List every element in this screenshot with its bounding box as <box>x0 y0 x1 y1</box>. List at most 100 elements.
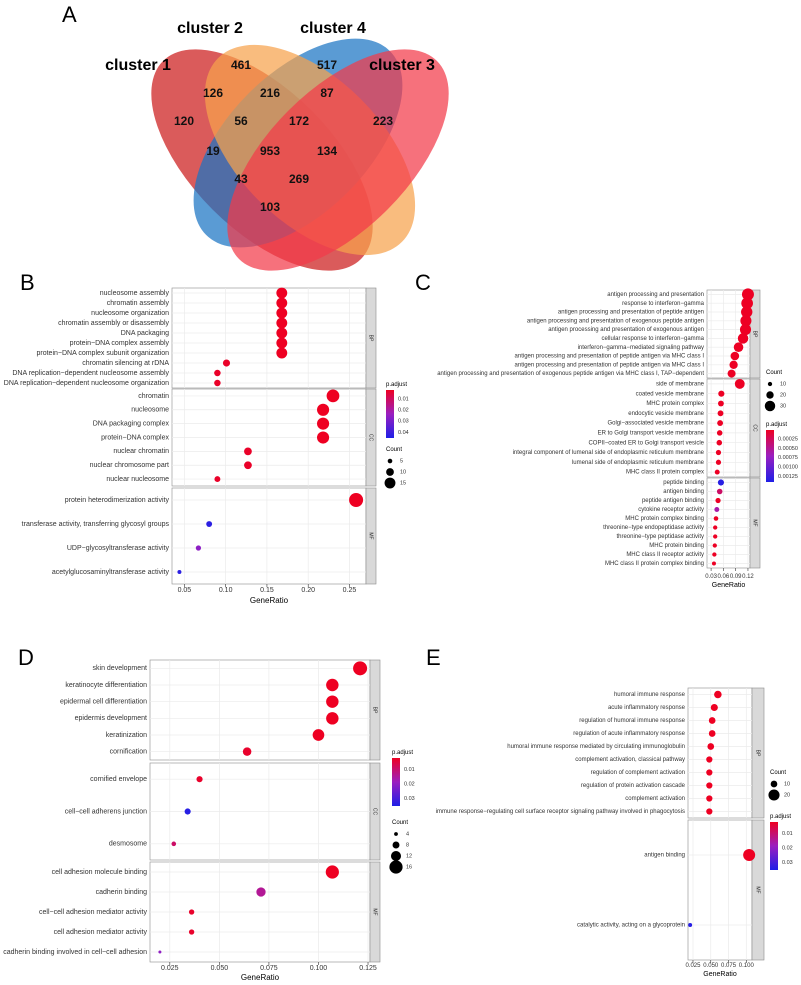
data-point-antigen-binding <box>743 849 756 861</box>
x-tick-label-0-25: 0.25 <box>343 587 357 594</box>
size-legend-title: Count <box>770 770 786 776</box>
data-point-transferase-activity-transferring-glycosyl-groups <box>206 521 213 527</box>
term-label-keratinization: keratinization <box>106 732 147 739</box>
data-point-catalytic-activity-acting-on-a-glycoprotein <box>688 923 693 927</box>
size-legend-dot-5 <box>387 458 393 464</box>
term-label-cadherin-binding-involved-in-cell-cell-adhesion: cadherin binding involved in cell−cell a… <box>3 949 147 956</box>
data-point-mhc-class-ii-protein-complex <box>714 469 720 475</box>
x-tick-label-0-100: 0.100 <box>310 965 328 972</box>
term-label-peptide-binding: peptide binding <box>663 480 704 486</box>
data-point-epidermis-development <box>326 712 339 725</box>
x-tick-label-0-075: 0.075 <box>721 963 737 969</box>
x-axis-title: GeneRatio <box>703 971 737 978</box>
term-label-chromatin-assembly: chromatin assembly <box>107 300 170 307</box>
data-point-mhc-protein-complex <box>718 400 724 407</box>
size-legend-title: Count <box>386 447 402 453</box>
data-point-nucleosome <box>317 403 330 416</box>
venn-region-cluster-2: 461 <box>231 58 251 72</box>
color-legend-bar <box>770 822 778 870</box>
color-legend-label-0-01: 0.01 <box>782 831 793 837</box>
x-axis-title: GeneRatio <box>712 582 746 589</box>
data-point-cellular-response-to-interferon-gamma <box>737 333 749 344</box>
data-point-golgi-associated-vesicle-membrane <box>717 420 724 427</box>
size-legend-dot-20 <box>768 789 780 801</box>
color-legend-label-0-01: 0.01 <box>404 767 415 773</box>
term-label-cytokine-receptor-activity: cytokine receptor activity <box>638 507 704 513</box>
data-point-dna-packaging-complex <box>317 417 330 430</box>
venn-region-cluster-4: 517 <box>317 58 337 72</box>
size-legend-dot-10 <box>770 780 778 788</box>
color-legend-label-0-01: 0.01 <box>398 396 409 402</box>
term-label-epidermal-cell-differentiation: epidermal cell differentiation <box>60 699 147 706</box>
term-label-antigen-binding: antigen binding <box>644 853 685 859</box>
data-point-humoral-immune-response <box>714 690 722 699</box>
data-point-dna-packaging <box>276 327 288 339</box>
venn-region-cluster-1-cluster-4-cluster-3: 43 <box>234 172 248 186</box>
venn-diagram: cluster 1 cluster 2 cluster 4 cluster 3 120 4… <box>105 20 449 271</box>
term-label-acute-inflammatory-response: acute inflammatory response <box>608 705 686 711</box>
panel-letter-d: D <box>18 645 34 670</box>
data-point-regulation-of-humoral-immune-response <box>708 717 716 724</box>
x-tick-label-0-20: 0.20 <box>301 587 315 594</box>
data-point-endocytic-vesicle-membrane <box>717 410 724 417</box>
size-legend-label-20: 20 <box>784 792 790 798</box>
term-label-mhc-protein-binding: MHC protein binding <box>649 543 704 549</box>
facet-strip-label-mf: MF <box>372 908 378 915</box>
term-label-acetylglucosaminyltransferase-activity: acetylglucosaminyltransferase activity <box>52 569 170 576</box>
venn-region-cluster-3: 223 <box>373 114 393 128</box>
x-tick-label-0-03: 0.03 <box>705 574 717 580</box>
data-point-protein-heterodimerization-activity <box>349 493 364 507</box>
data-point-mhc-protein-binding <box>712 543 717 548</box>
facet-strip-label-cc: CC <box>368 434 374 442</box>
color-legend-title: p.adjust <box>770 814 791 820</box>
size-legend-title: Count <box>392 820 408 826</box>
x-tick-label-0-09: 0.09 <box>730 574 742 580</box>
data-point-threonine-type-endopeptidase-activity <box>713 525 718 530</box>
term-label-antigen-processing-and-presentation: antigen processing and presentation <box>607 292 704 298</box>
term-label-keratinocyte-differentiation: keratinocyte differentiation <box>65 682 147 689</box>
term-label-peptide-antigen-binding: peptide antigen binding <box>642 498 704 504</box>
data-point-cadherin-binding <box>256 887 266 897</box>
data-point-copii-coated-er-to-golgi-transport-vesicle <box>716 439 723 446</box>
term-label-golgi-associated-vesicle-membrane: Golgi−associated vesicle membrane <box>607 421 704 427</box>
size-legend-dot-10 <box>767 381 773 387</box>
term-label-nucleosome-organization: nucleosome organization <box>91 310 169 317</box>
term-label-protein-heterodimerization-activity: protein heterodimerization activity <box>65 497 170 504</box>
term-label-cadherin-binding: cadherin binding <box>96 889 147 896</box>
color-legend-label-0-02: 0.02 <box>398 408 409 414</box>
data-point-antigen-processing-and-presentation-of-peptide-antigen-via-mhc-class-i <box>730 351 740 361</box>
x-axis-title: GeneRatio <box>241 973 280 982</box>
size-legend-dot-20 <box>766 391 774 399</box>
data-point-threonine-type-peptidase-activity <box>713 534 718 539</box>
data-point-cell-cell-adhesion-mediator-activity <box>188 909 195 915</box>
data-point-cornification <box>242 747 252 756</box>
facet-strip-mf <box>749 477 761 569</box>
size-legend-label-5: 5 <box>400 458 403 464</box>
x-tick-label-0-05: 0.05 <box>178 587 192 594</box>
data-point-antigen-binding <box>716 488 723 495</box>
term-label-cellular-response-to-interferon-gamma: cellular response to interferon−gamma <box>601 336 704 342</box>
data-point-mhc-class-ii-protein-complex-binding <box>711 561 716 566</box>
term-label-cell-cell-adhesion-mediator-activity: cell−cell adhesion mediator activity <box>39 909 147 916</box>
term-label-dna-packaging: DNA packaging <box>121 330 169 337</box>
facet-strip-bp <box>749 289 761 379</box>
size-legend-dot-4 <box>394 832 398 836</box>
data-point-chromatin-assembly <box>276 297 288 309</box>
term-label-nuclear-chromosome-part: nuclear chromosome part <box>90 462 169 469</box>
venn-region-cluster-1-cluster-3: 103 <box>260 200 280 214</box>
data-point-nuclear-chromatin <box>244 447 252 456</box>
term-label-regulation-of-acute-inflammatory-response: regulation of acute inflammatory respons… <box>573 731 685 737</box>
size-legend-label-30: 30 <box>780 403 786 409</box>
venn-set-cluster-3 <box>227 49 449 271</box>
facet-strip-label-bp: BP <box>372 707 378 714</box>
term-label-mhc-class-ii-protein-complex: MHC class II protein complex <box>626 470 704 476</box>
term-label-response-to-interferon-gamma: response to interferon−gamma <box>622 301 705 307</box>
data-point-lumenal-side-of-endoplasmic-reticulum-membrane <box>715 459 722 465</box>
term-label-chromatin-silencing-at-rdna: chromatin silencing at rDNA <box>82 360 169 367</box>
color-legend-label-0-03: 0.03 <box>398 419 409 425</box>
venn-region-cluster-1-cluster-2-cluster-4: 56 <box>234 114 248 128</box>
term-label-lumenal-side-of-endoplasmic-reticulum-membrane: lumenal side of endoplasmic reticulum me… <box>572 460 705 466</box>
x-tick-label-0-125: 0.125 <box>359 965 377 972</box>
data-point-keratinization <box>312 729 325 741</box>
x-tick-label-0-025: 0.025 <box>685 963 701 969</box>
